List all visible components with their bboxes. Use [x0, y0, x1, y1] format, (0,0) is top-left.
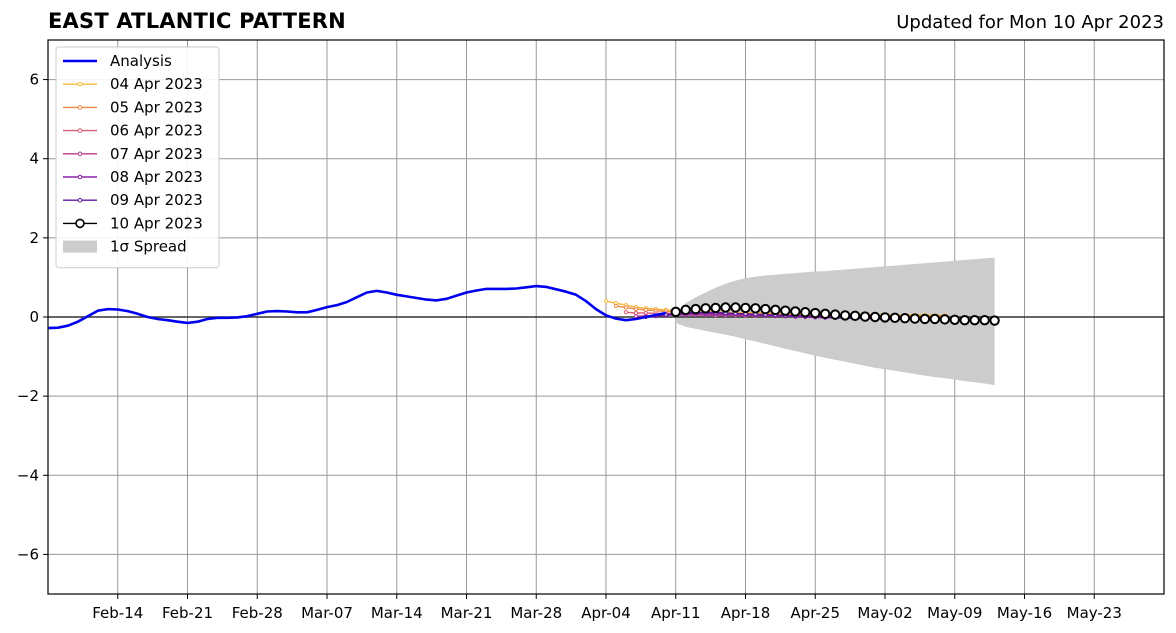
- legend-swatch-marker: [77, 174, 83, 180]
- legend-swatch-marker: [77, 197, 83, 203]
- forecast-point: [633, 314, 638, 319]
- forecast-point: [623, 305, 629, 310]
- series-markers: [670, 302, 1000, 326]
- forecast-point: [899, 312, 911, 324]
- x-tick-label: May-02: [857, 604, 912, 622]
- legend-swatch-marker: [77, 81, 83, 87]
- forecast-point: [760, 303, 771, 315]
- legend-box: [55, 46, 220, 269]
- forecast-point: [869, 311, 881, 323]
- legend-label: 07 Apr 2023: [110, 145, 203, 163]
- forecast-point: [740, 302, 751, 314]
- axis-ticks: Feb-14 Feb-21 Feb-28 Mar-07 Mar-14 Mar-21 Mar-…: [17, 71, 1122, 622]
- y-tick-label: 2: [29, 229, 39, 247]
- forecast-point: [929, 313, 941, 325]
- x-tick-label: Mar-14: [371, 604, 423, 622]
- x-tick-label: Feb-28: [232, 604, 283, 622]
- analysis-line: [47, 284, 667, 330]
- updated-date: Updated for Mon 10 Apr 2023: [896, 12, 1164, 33]
- forecast-point: [909, 313, 921, 324]
- legend-label: 10 Apr 2023: [110, 214, 203, 232]
- x-tick-label: May-09: [927, 604, 982, 622]
- forecast-point: [770, 304, 781, 316]
- legend-swatch: [63, 240, 97, 253]
- forecast-point: [710, 302, 721, 314]
- x-tick-label: Apr-11: [651, 604, 701, 622]
- y-tick-label: −4: [17, 466, 39, 484]
- x-tick-label: May-16: [997, 604, 1052, 622]
- forecast-point: [839, 310, 851, 321]
- forecast-point: [889, 312, 901, 323]
- forecast-point: [633, 306, 638, 312]
- legend-swatch-marker: [77, 151, 83, 157]
- spread-band: [675, 257, 995, 386]
- legend: Analysis 04 Apr 2023 05 Apr 2023 06 Apr 202…: [55, 46, 220, 269]
- legend-label: Analysis: [110, 52, 172, 70]
- chart-title: EAST ATLANTIC PATTERN: [48, 9, 346, 33]
- y-tick-label: −2: [17, 387, 39, 405]
- legend-label: 04 Apr 2023: [110, 75, 203, 93]
- legend-swatch-marker: [77, 128, 83, 133]
- forecast-point: [969, 314, 980, 326]
- legend-swatch-marker: [77, 105, 83, 110]
- legend-label: 1σ Spread: [110, 238, 187, 256]
- legend-label: 08 Apr 2023: [110, 168, 203, 186]
- forecast-point: [720, 302, 731, 313]
- y-tick-label: 4: [29, 150, 39, 168]
- forecast-point: [690, 303, 701, 315]
- forecast-point: [959, 314, 970, 326]
- forecast-point: [829, 309, 841, 320]
- legend-label: 09 Apr 2023: [110, 191, 203, 209]
- forecast-point: [750, 303, 761, 314]
- forecast-point: [979, 314, 990, 326]
- forecast-point: [730, 302, 741, 313]
- forecast-point: [670, 306, 681, 318]
- forecast-point: [939, 314, 950, 325]
- x-tick-label: Apr-18: [721, 604, 771, 622]
- forecast-point: [919, 313, 931, 325]
- legend-label: 06 Apr 2023: [110, 122, 203, 140]
- spread-area: [675, 257, 995, 386]
- legend-swatch-marker: [75, 218, 85, 229]
- forecast-point: [800, 307, 811, 318]
- forecast-point: [859, 311, 871, 322]
- forecast-point: [879, 312, 891, 323]
- x-tick-label: Apr-04: [581, 604, 631, 622]
- x-tick-label: Mar-07: [301, 604, 353, 622]
- legend-label: 05 Apr 2023: [110, 98, 203, 116]
- forecast-point: [623, 310, 629, 315]
- forecast-point: [849, 310, 861, 322]
- x-tick-label: May-23: [1067, 604, 1122, 622]
- forecast-point: [603, 299, 609, 304]
- forecast-point: [790, 306, 801, 317]
- forecast-point: [680, 304, 691, 316]
- x-tick-label: Feb-14: [92, 604, 143, 622]
- forecast-point: [989, 315, 1000, 326]
- forecast-point: [700, 303, 711, 314]
- y-tick-label: 0: [29, 308, 39, 326]
- forecast-point: [810, 307, 821, 319]
- forecast-point: [780, 305, 791, 316]
- x-tick-label: Mar-21: [441, 604, 493, 622]
- x-tick-label: Apr-25: [791, 604, 841, 622]
- forecast-point: [820, 308, 831, 320]
- y-tick-label: −6: [17, 545, 39, 563]
- x-tick-label: Feb-21: [162, 604, 213, 622]
- forecast-point: [613, 303, 619, 309]
- x-tick-label: Mar-28: [510, 604, 562, 622]
- forecast-point: [949, 314, 960, 325]
- y-tick-label: 6: [29, 71, 39, 89]
